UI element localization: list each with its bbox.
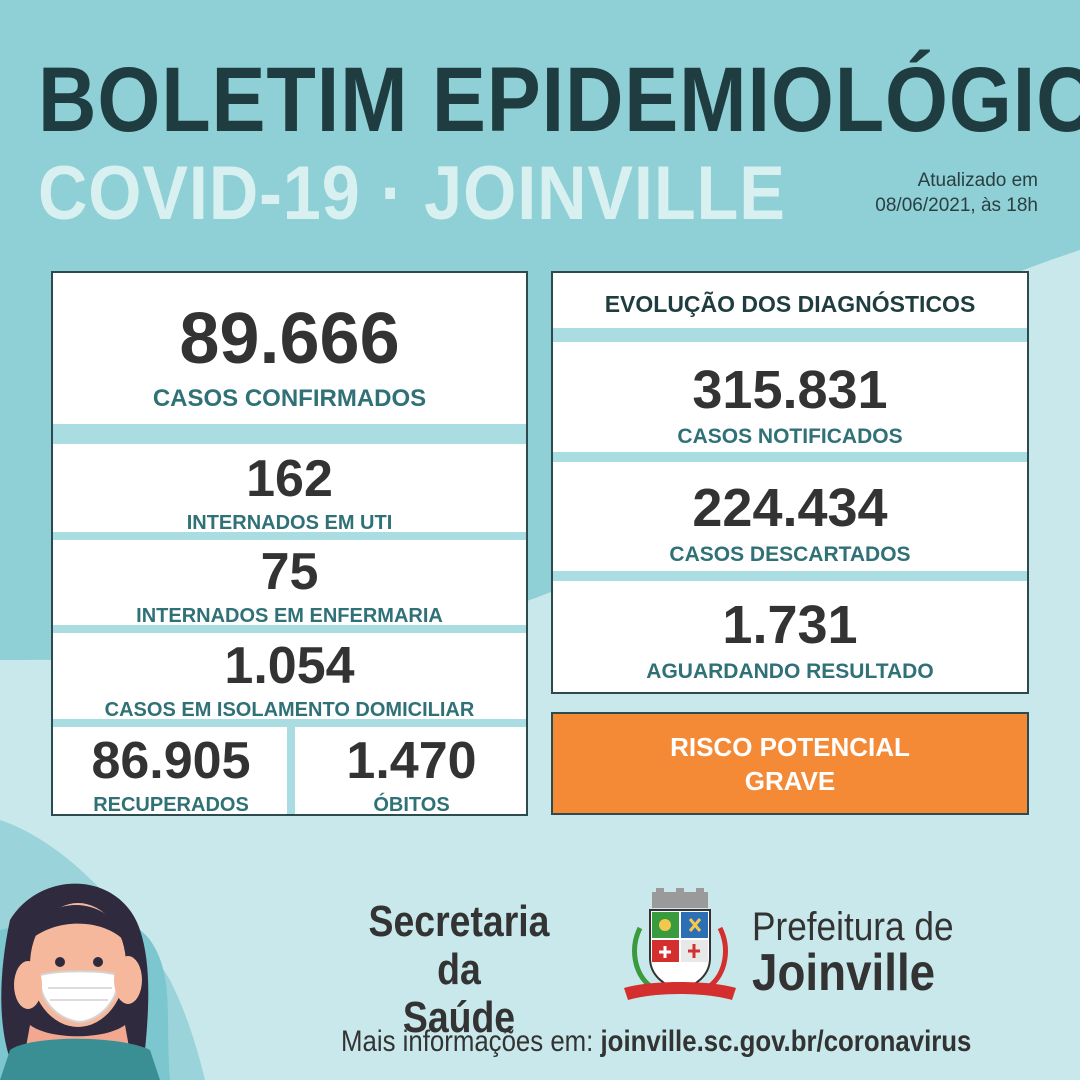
discarded-value: 224.434 (692, 478, 888, 538)
secretaria-line1: Secretaria da (368, 897, 550, 994)
deaths-block: 1.470 ÓBITOS (295, 735, 528, 815)
pending-value: 1.731 (722, 595, 858, 655)
confirmed-label: CASOS CONFIRMADOS (152, 385, 427, 412)
prefeitura-joinville-logo: Prefeitura de Joinville (752, 905, 954, 1002)
divider (53, 532, 526, 540)
confirmed-block: 89.666 CASOS CONFIRMADOS (53, 303, 526, 411)
updated-timestamp: Atualizado em 08/06/2021, às 18h (875, 168, 1038, 218)
isolation-block: 1.054 CASOS EM ISOLAMENTO DOMICILIAR (53, 640, 526, 720)
woman-with-mask-illustration (0, 883, 170, 1080)
bulletin-subtitle: COVID-19 · JOINVILLE (38, 151, 786, 236)
diagnostics-heading-block: EVOLUÇÃO DOS DIAGNÓSTICOS (553, 293, 1027, 316)
more-info-prefix: Mais informações em: (341, 1025, 601, 1058)
discarded-block: 224.434 CASOS DESCARTADOS (553, 481, 1027, 565)
secretaria-saude-logo: Secretaria da Saúde (360, 898, 557, 1042)
cases-panel: 89.666 CASOS CONFIRMADOS 162 INTERNADOS … (51, 271, 528, 816)
notified-value: 315.831 (692, 360, 888, 420)
icu-block: 162 INTERNADOS EM UTI (53, 453, 526, 533)
prefeitura-line1: Prefeitura de (752, 905, 954, 949)
discarded-label: CASOS DESCARTADOS (669, 543, 911, 566)
bulletin-title: BOLETIM EPIDEMIOLÓGICO (38, 49, 1080, 151)
divider (53, 424, 526, 444)
updated-date: 08/06/2021, às 18h (875, 195, 1038, 216)
risk-level-badge: RISCO POTENCIAL GRAVE (551, 712, 1029, 815)
risk-line2: GRAVE (744, 765, 836, 796)
ward-value: 75 (260, 543, 319, 601)
prefeitura-city: Joinville (752, 944, 936, 1002)
deaths-value: 1.470 (346, 732, 477, 790)
divider (553, 328, 1027, 342)
more-info-line: Mais informações em: joinville.sc.gov.br… (341, 1025, 971, 1059)
confirmed-value: 89.666 (179, 299, 400, 379)
ward-label: INTERNADOS EM ENFERMARIA (136, 605, 443, 627)
isolation-value: 1.054 (224, 637, 355, 695)
isolation-label: CASOS EM ISOLAMENTO DOMICILIAR (104, 699, 475, 721)
pending-block: 1.731 AGUARDANDO RESULTADO (553, 598, 1027, 682)
pending-label: AGUARDANDO RESULTADO (646, 660, 934, 683)
updated-label: Atualizado em (917, 170, 1038, 191)
secretaria-line2: Saúde (402, 993, 516, 1042)
notified-label: CASOS NOTIFICADOS (677, 425, 903, 448)
recovered-value: 86.905 (91, 732, 251, 790)
diagnostics-panel: EVOLUÇÃO DOS DIAGNÓSTICOS 315.831 CASOS … (551, 271, 1029, 694)
divider (53, 625, 526, 633)
ward-block: 75 INTERNADOS EM ENFERMARIA (53, 546, 526, 626)
risk-line1: RISCO POTENCIAL (670, 731, 910, 762)
icu-label: INTERNADOS EM UTI (186, 512, 393, 534)
divider (553, 571, 1027, 581)
divider (53, 719, 526, 727)
joinville-crest-icon (624, 888, 736, 1000)
notified-block: 315.831 CASOS NOTIFICADOS (553, 363, 1027, 447)
icu-value: 162 (246, 450, 333, 508)
recovered-label: RECUPERADOS (93, 794, 249, 816)
divider-vertical (287, 727, 295, 814)
recovered-block: 86.905 RECUPERADOS (53, 735, 289, 815)
crest-motto (0, 0, 1, 1)
deaths-label: ÓBITOS (373, 794, 450, 816)
diagnostics-heading: EVOLUÇÃO DOS DIAGNÓSTICOS (604, 291, 976, 317)
divider (553, 452, 1027, 462)
more-info-url[interactable]: joinville.sc.gov.br/coronavirus (600, 1025, 972, 1058)
